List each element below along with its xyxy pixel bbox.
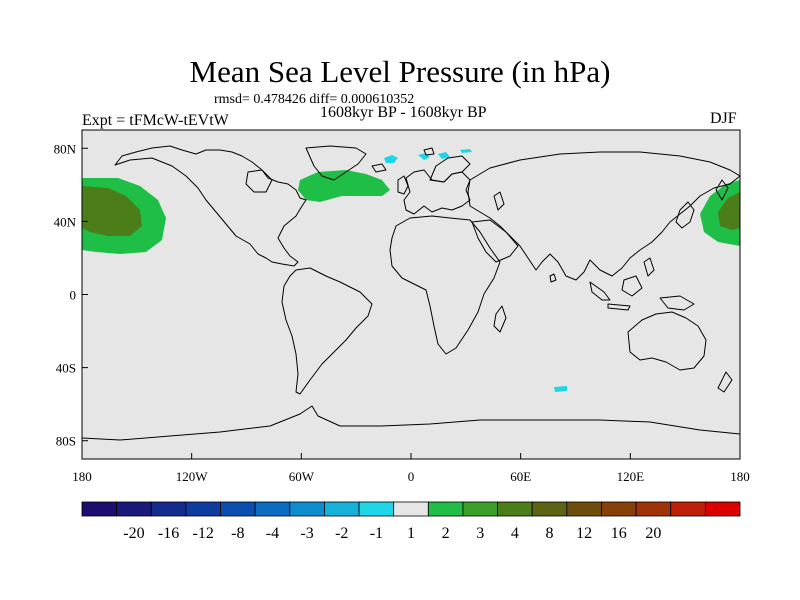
colorbar-label: 4 [511,525,519,542]
coastline-asia [467,151,740,281]
coastline-java [607,303,631,311]
lat-tick-label: 80S [56,434,76,449]
coastline-hudson-bay [245,169,273,193]
lon-tick-label: 120E [617,469,645,484]
lat-tick-label: 80N [54,141,77,156]
coastline-antarctica [82,405,740,441]
chart-title: Mean Sea Level Pressure (in hPa) [189,54,611,89]
lon-tick-label: 180 [72,469,92,484]
lat-tick-label: 40S [56,361,76,376]
colorbar-label: 3 [476,525,484,542]
season-label: DJF [710,110,737,127]
colorbar-label: 20 [645,525,661,542]
colorbar-label: 2 [442,525,450,542]
colorbar-swatch [358,501,395,517]
lon-tick-label: 120W [176,469,209,484]
lat-tick-label: 0 [70,288,77,303]
colorbar-swatch [635,501,672,517]
latitude-axis: 80N 40N 0 40S 80S [54,141,88,449]
lon-tick-label: 60W [289,469,315,484]
colorbar-label: 1 [407,525,415,542]
longitude-axis: 180 120W 60W 0 60E 120E 180 [72,453,750,484]
colorbar-swatch [81,501,118,517]
anomaly-southern-ocean [554,386,567,392]
colorbar-label: -4 [266,525,279,542]
coastline-iceland [371,163,387,173]
lon-tick-label: 0 [408,469,415,484]
coastline-south-america [281,267,373,395]
map-background [82,130,740,459]
coastline-greenland [305,145,367,181]
lon-tick-label: 180 [730,469,750,484]
colorbar-swatch [254,501,291,517]
coastline-svalbard [423,147,435,156]
anomaly-arctic-1 [384,155,398,163]
colorbar-swatch [601,501,637,517]
colorbar-swatch [185,501,221,517]
colorbar-swatch [462,501,498,517]
coastline-japan [675,201,695,229]
coastline-kamchatka [715,179,729,201]
coastline-sri-lanka [549,273,557,283]
colorbar-swatch [670,501,706,517]
coastline-sumatra [589,281,611,301]
coastline-scandinavia [429,155,471,183]
colorbar-label: 16 [611,525,627,542]
colorbar-label: -2 [335,525,348,542]
colorbar-swatch [497,501,533,517]
stats-label: rmsd= 0.478426 diff= 0.000610352 [214,92,415,107]
colorbar-label: -1 [370,525,383,542]
colorbar-swatch [150,501,187,517]
coastline-britain [397,175,409,195]
colorbar-label: 12 [576,525,592,542]
colorbar-swatch [289,501,325,517]
coastline-caspian [493,191,505,211]
colorbar-swatch [116,501,152,517]
anomaly-arctic-3 [438,152,450,159]
coastline-philippines [643,257,655,277]
colorbar: -20 -16 -12 -8 -4 -3 -2 -1 1 2 3 4 8 12 16 20 [81,501,741,542]
anomaly-layer [82,149,740,392]
colorbar-swatch [393,501,429,517]
anomaly-arctic-4 [460,149,472,153]
colorbar-swatch [531,501,568,517]
anomaly-north-pacific-east-core [718,192,740,230]
period-label: 1608kyr BP - 1608kyr BP [320,104,487,121]
colorbar-swatch [427,501,464,517]
coastline-australia [627,311,707,371]
anomaly-north-pacific-west-core [82,186,142,236]
colorbar-label: -16 [158,525,179,542]
coastline-new-zealand [717,371,733,393]
anomaly-north-atlantic [298,170,390,202]
coastline-north-america [114,145,307,267]
colorbar-swatch [704,501,741,517]
colorbar-label: -12 [193,525,214,542]
colorbar-swatch [566,501,602,517]
colorbar-label: -20 [123,525,144,542]
colorbar-label: 8 [546,525,554,542]
coastline-new-guinea [659,295,695,311]
lon-tick-label: 60E [510,469,531,484]
coastline-arabia [471,219,519,263]
colorbar-label: -3 [300,525,313,542]
colorbar-swatch [220,501,256,517]
lat-tick-label: 40N [54,214,77,229]
coastlines [82,145,740,441]
coastline-madagascar [493,305,507,333]
coastline-africa [389,215,501,355]
colorbar-swatch [324,501,360,517]
coastline-borneo [621,275,643,297]
colorbar-label: -8 [231,525,244,542]
experiment-label: Expt = tFMcW-tEVtW [82,112,229,129]
